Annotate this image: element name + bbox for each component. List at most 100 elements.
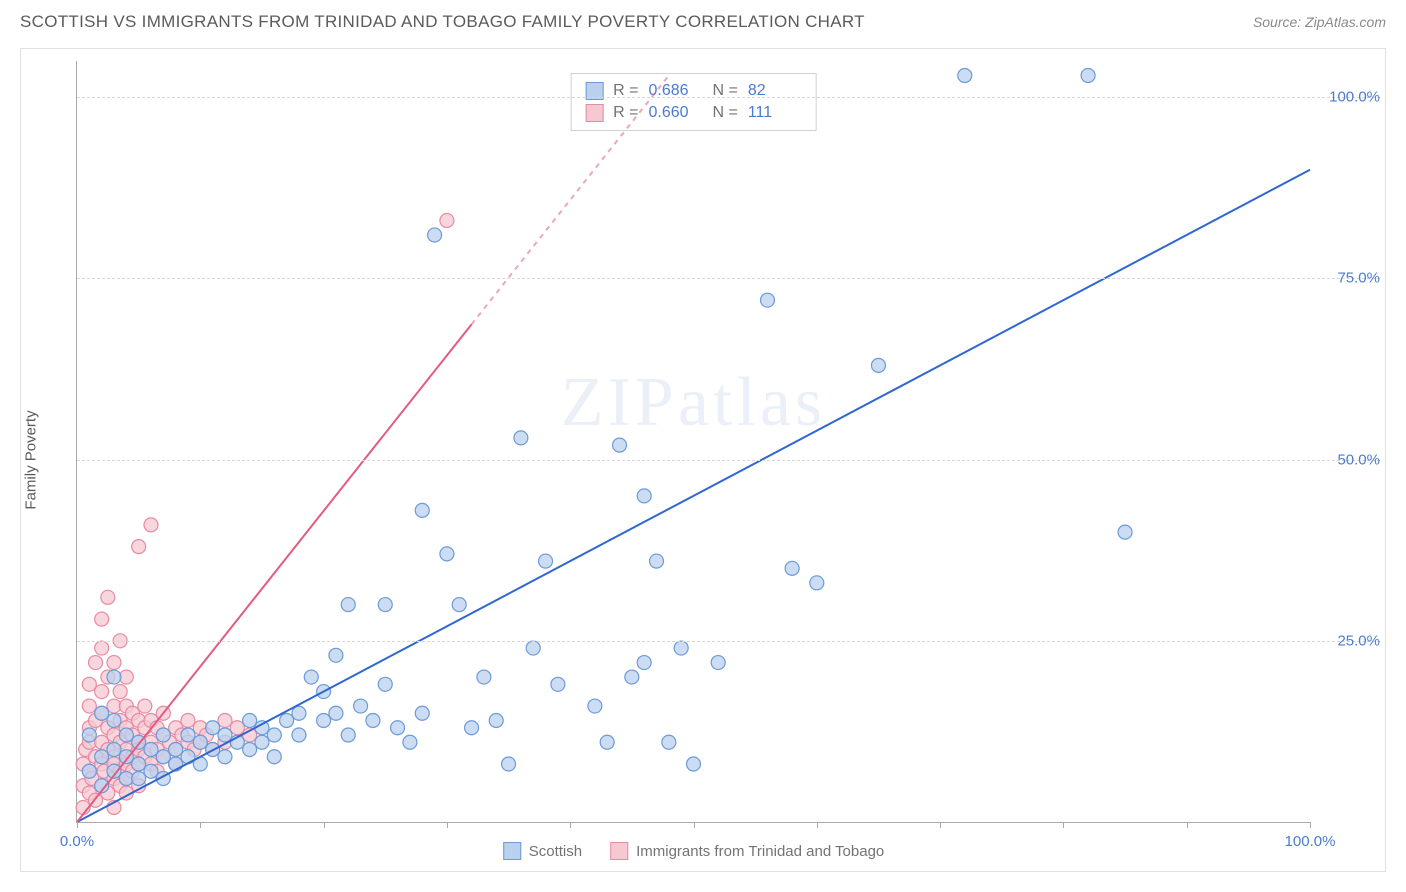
data-point [107, 656, 121, 670]
trend-line [77, 170, 1310, 822]
data-point [1118, 525, 1132, 539]
data-point [637, 656, 651, 670]
data-point [539, 554, 553, 568]
data-point [329, 706, 343, 720]
data-point [119, 728, 133, 742]
data-point [625, 670, 639, 684]
data-point [101, 590, 115, 604]
data-point [588, 699, 602, 713]
swatch-icon [503, 842, 521, 860]
data-point [267, 728, 281, 742]
data-point [613, 438, 627, 452]
data-point [465, 721, 479, 735]
data-point [206, 721, 220, 735]
x-tick [940, 822, 941, 828]
data-point [132, 772, 146, 786]
data-point [156, 728, 170, 742]
data-point [354, 699, 368, 713]
data-point [132, 757, 146, 771]
data-point [218, 750, 232, 764]
data-point [156, 750, 170, 764]
data-point [193, 735, 207, 749]
x-tick-label: 100.0% [1285, 833, 1336, 850]
legend-item: Scottish [503, 842, 582, 860]
x-tick [200, 822, 201, 828]
data-point [230, 721, 244, 735]
data-point [119, 750, 133, 764]
data-point [502, 757, 516, 771]
data-point [144, 743, 158, 757]
data-point [452, 598, 466, 612]
data-point [341, 728, 355, 742]
data-point [317, 714, 331, 728]
data-point [304, 670, 318, 684]
data-point [687, 757, 701, 771]
x-tick [1310, 822, 1311, 828]
plot-area: ZIPatlas R = 0.686 N = 82 R = 0.660 N = … [76, 61, 1310, 823]
data-point [218, 728, 232, 742]
trend-line-dashed [472, 75, 669, 324]
data-point [403, 735, 417, 749]
data-point [144, 764, 158, 778]
y-tick-label: 50.0% [1315, 451, 1380, 468]
data-point [514, 431, 528, 445]
legend-label: Immigrants from Trinidad and Tobago [636, 843, 884, 860]
data-point [341, 598, 355, 612]
data-point [785, 561, 799, 575]
data-point [82, 699, 96, 713]
data-point [958, 68, 972, 82]
data-point [107, 714, 121, 728]
data-point [181, 714, 195, 728]
data-point [415, 706, 429, 720]
data-point [600, 735, 614, 749]
data-point [107, 743, 121, 757]
data-point [637, 489, 651, 503]
x-tick [570, 822, 571, 828]
data-point [871, 358, 885, 372]
data-point [489, 714, 503, 728]
data-point [760, 293, 774, 307]
data-point [329, 648, 343, 662]
data-point [95, 612, 109, 626]
y-tick-label: 100.0% [1315, 89, 1380, 106]
y-tick-label: 25.0% [1315, 632, 1380, 649]
x-tick [1063, 822, 1064, 828]
data-point [662, 735, 676, 749]
x-tick [817, 822, 818, 828]
gridline [77, 97, 1380, 98]
gridline [77, 641, 1380, 642]
data-point [82, 764, 96, 778]
gridline [77, 278, 1380, 279]
data-point [218, 714, 232, 728]
x-tick [77, 822, 78, 828]
data-point [82, 677, 96, 691]
data-point [95, 706, 109, 720]
legend-item: Immigrants from Trinidad and Tobago [610, 842, 884, 860]
data-point [82, 728, 96, 742]
data-point [95, 641, 109, 655]
data-point [132, 540, 146, 554]
data-point [428, 228, 442, 242]
data-point [181, 728, 195, 742]
data-point [292, 728, 306, 742]
data-point [243, 743, 257, 757]
y-axis-label: Family Poverty [23, 410, 40, 509]
x-tick [1187, 822, 1188, 828]
y-tick-label: 75.0% [1315, 270, 1380, 287]
data-point [551, 677, 565, 691]
data-point [243, 714, 257, 728]
data-point [280, 714, 294, 728]
swatch-icon [610, 842, 628, 860]
data-point [674, 641, 688, 655]
data-point [255, 735, 269, 749]
data-point [138, 699, 152, 713]
data-point [113, 685, 127, 699]
data-point [378, 677, 392, 691]
data-point [391, 721, 405, 735]
x-tick [447, 822, 448, 828]
data-point [292, 706, 306, 720]
data-point [526, 641, 540, 655]
x-tick [324, 822, 325, 828]
data-point [415, 503, 429, 517]
data-point [711, 656, 725, 670]
